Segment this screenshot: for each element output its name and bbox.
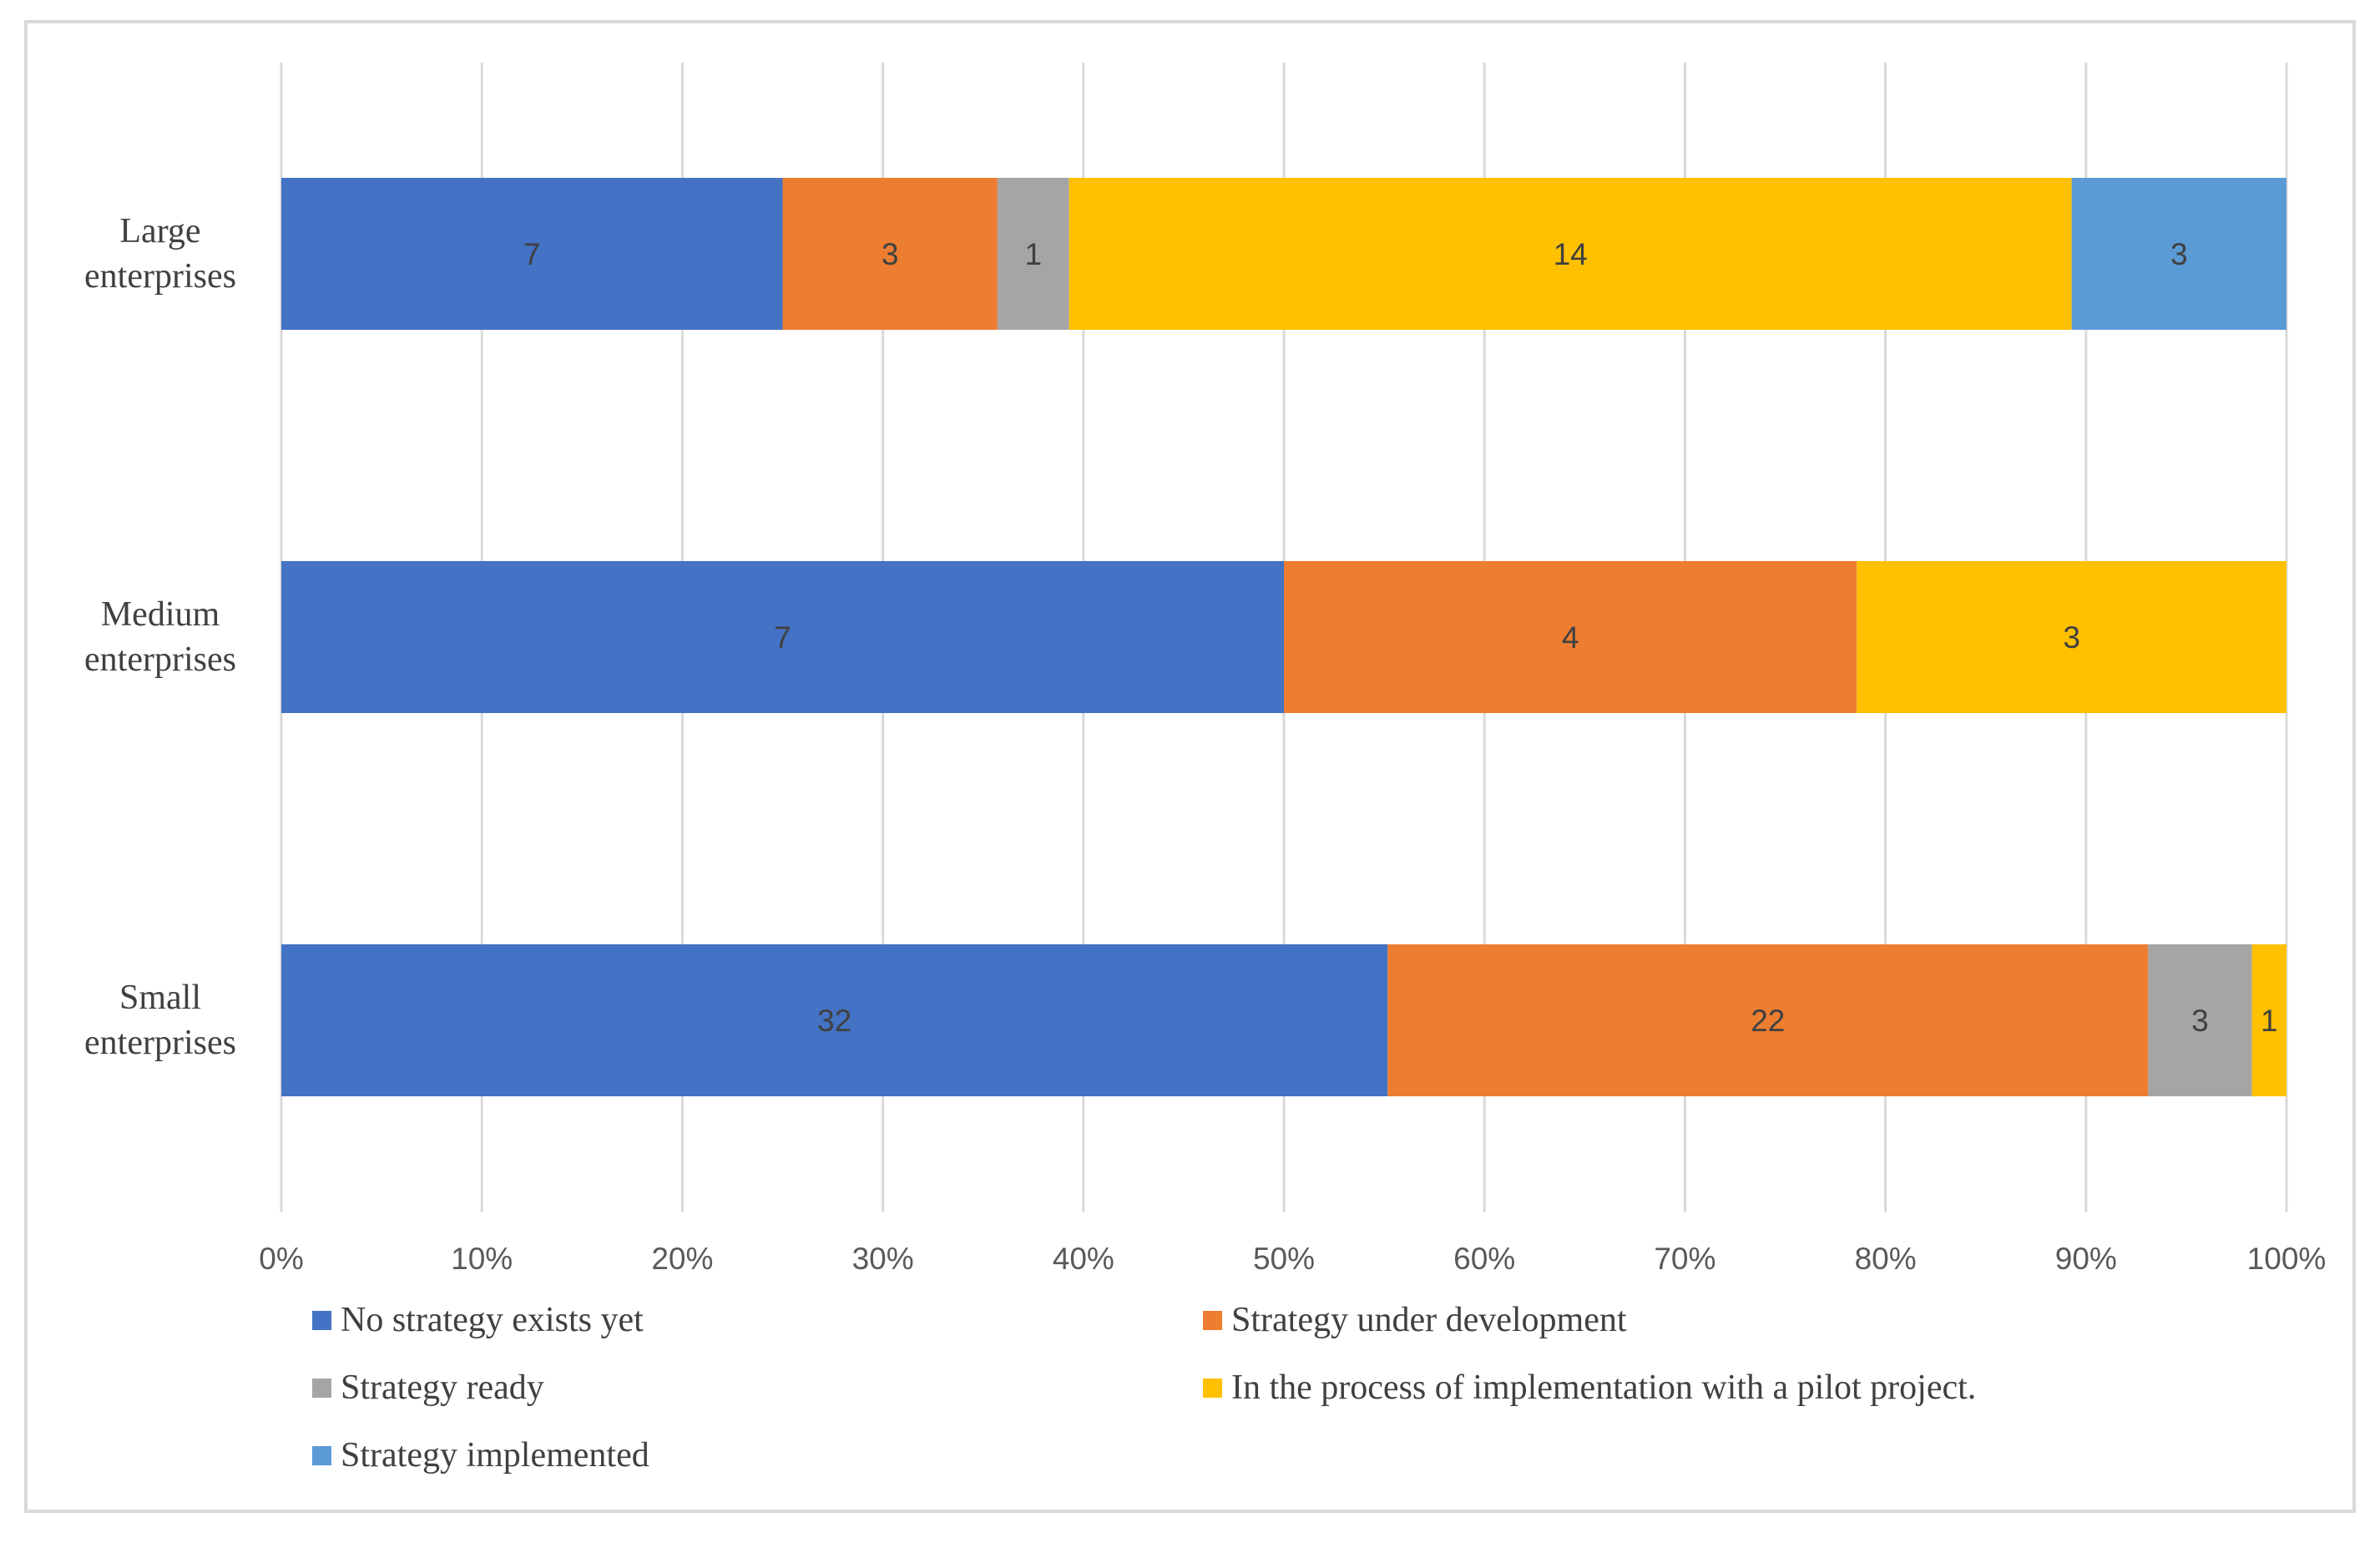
bar-strategy-under-development [1387, 944, 2149, 1096]
category-label-medium-enterprises: Medium enterprises [84, 595, 236, 679]
bar-no-strategy-exists-yet [281, 944, 1388, 1096]
data-label: 3 [882, 237, 899, 271]
bar-strategy-implemented [2071, 178, 2287, 330]
x-tick-label: 30% [852, 1242, 914, 1276]
x-tick-label: 80% [1855, 1242, 1917, 1276]
bar-in-the-process-of-implementation-with-a-pilot-project [1857, 561, 2287, 713]
x-tick-label: 20% [651, 1242, 713, 1276]
category-axis: Large enterprises Medium enterprises Small en… [84, 212, 236, 1062]
x-tick-label: 40% [1053, 1242, 1114, 1276]
data-label: 4 [1562, 620, 1579, 655]
legend-swatch [312, 1446, 331, 1465]
legend-swatch [312, 1379, 331, 1398]
bar-strategy-under-development [782, 178, 998, 330]
x-tick-label: 0% [259, 1242, 303, 1276]
legend-label: In the process of implementation with a … [1231, 1368, 1976, 1407]
x-tick-label: 10% [451, 1242, 513, 1276]
legend-swatch [1203, 1379, 1222, 1398]
data-label: 32 [817, 1004, 851, 1038]
value-axis: 0% 10% 20% 30% 40% 50% 60% 70% 80% 90% 100% [259, 1242, 2326, 1276]
data-label: 22 [1751, 1004, 1785, 1038]
data-labels: 7 3 1 14 3 7 4 3 32 22 3 1 [523, 237, 2278, 1038]
x-tick-label: 70% [1654, 1242, 1716, 1276]
data-label: 3 [2063, 620, 2080, 655]
legend-swatch [1203, 1311, 1222, 1330]
data-label: 7 [774, 620, 791, 655]
bar-no-strategy-exists-yet [281, 561, 1284, 713]
category-label-large-enterprises: Large enterprises [84, 212, 236, 296]
legend-label: Strategy implemented [341, 1436, 649, 1475]
bar-in-the-process-of-implementation-with-a-pilot-project [2251, 944, 2287, 1096]
legend-label: No strategy exists yet [341, 1301, 644, 1339]
legend-label: Strategy under development [1231, 1301, 1627, 1339]
data-label: 7 [523, 237, 541, 271]
bar-strategy-ready [2148, 944, 2252, 1096]
x-tick-label: 90% [2055, 1242, 2117, 1276]
legend: No strategy exists yet Strategy under dev… [312, 1301, 1976, 1475]
x-tick-label: 60% [1453, 1242, 1515, 1276]
legend-label: Strategy ready [341, 1368, 544, 1407]
data-label: 14 [1554, 237, 1588, 271]
data-label: 1 [1024, 237, 1042, 271]
legend-swatch [312, 1311, 331, 1330]
category-label-small-enterprises: Small enterprises [84, 979, 236, 1062]
data-label: 3 [2191, 1004, 2209, 1038]
x-tick-label: 50% [1253, 1242, 1315, 1276]
bars [281, 178, 2287, 1096]
bar-strategy-ready [997, 178, 1069, 330]
data-label: 3 [2170, 237, 2188, 271]
bar-strategy-under-development [1284, 561, 1857, 713]
bar-no-strategy-exists-yet [281, 178, 783, 330]
x-tick-label: 100% [2247, 1242, 2327, 1276]
data-label: 1 [2261, 1004, 2278, 1038]
bar-in-the-process-of-implementation-with-a-pilot-project [1069, 178, 2072, 330]
